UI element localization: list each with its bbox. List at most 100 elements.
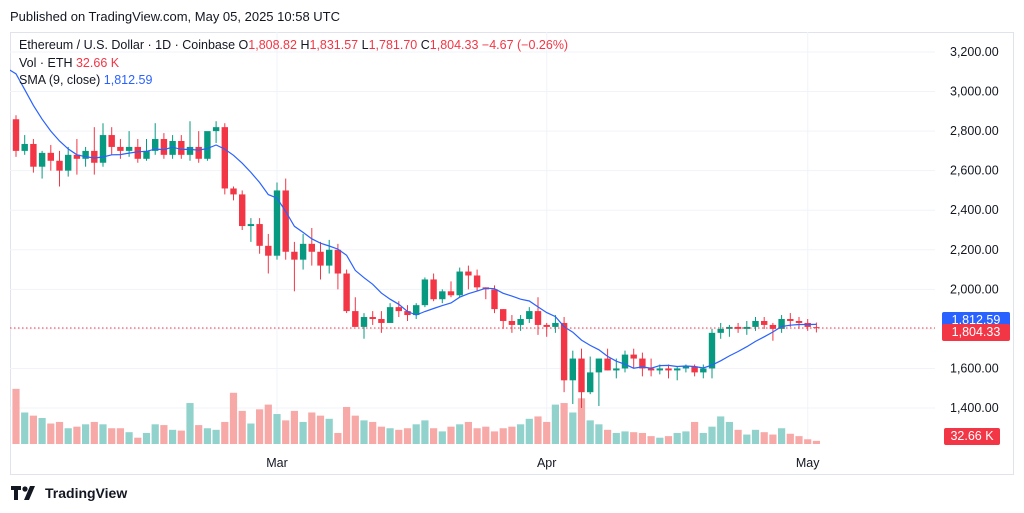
volume-bar bbox=[751, 429, 760, 444]
volume-bar bbox=[395, 429, 403, 444]
volume-bar bbox=[621, 431, 629, 444]
sma-line bbox=[10, 69, 817, 369]
candle-body bbox=[656, 368, 663, 371]
candle-body bbox=[21, 143, 28, 151]
candle-body bbox=[265, 245, 272, 256]
candle-body bbox=[178, 141, 185, 155]
volume-bar bbox=[203, 428, 211, 444]
candle-body bbox=[795, 320, 803, 323]
candle-body bbox=[73, 154, 81, 159]
volume-bar bbox=[334, 432, 342, 444]
candle-body bbox=[91, 150, 98, 163]
footer-brand[interactable]: TradingView bbox=[11, 485, 127, 501]
y-tick-label: 3,200.00 bbox=[950, 45, 999, 59]
candle-body bbox=[334, 249, 342, 274]
volume-bar bbox=[256, 409, 264, 444]
legend-sma-row: SMA (9, close) 1,812.59 bbox=[19, 72, 568, 90]
candle-body bbox=[621, 354, 629, 369]
volume-bar bbox=[804, 439, 812, 444]
x-tick-label: May bbox=[796, 456, 820, 470]
volume-bar bbox=[595, 424, 603, 444]
volume-bar bbox=[456, 424, 464, 444]
volume-bar bbox=[134, 437, 142, 444]
volume-bar bbox=[673, 432, 681, 444]
tradingview-wordmark: TradingView bbox=[45, 485, 128, 501]
candle-body bbox=[134, 146, 141, 159]
candle-body bbox=[360, 317, 368, 327]
candle-body bbox=[752, 320, 759, 327]
candle-body bbox=[256, 224, 263, 246]
candle-body bbox=[326, 249, 333, 266]
volume-bar bbox=[560, 403, 568, 444]
volume-bar bbox=[238, 410, 246, 444]
volume-bar bbox=[430, 428, 438, 444]
candle-body bbox=[230, 188, 237, 195]
published-caption: Published on TradingView.com, May 05, 20… bbox=[10, 9, 341, 24]
legend-close: 1,804.33 bbox=[429, 38, 479, 52]
volume-bar bbox=[490, 431, 499, 444]
candle-body bbox=[108, 135, 115, 147]
candle-body bbox=[247, 224, 255, 227]
volume-bar bbox=[812, 440, 820, 444]
candle-body bbox=[152, 139, 159, 151]
volume-bar bbox=[369, 421, 377, 444]
volume-bar bbox=[377, 426, 385, 444]
candle-body bbox=[726, 326, 733, 329]
candle-body bbox=[613, 368, 620, 371]
last-price-tag: 1,804.33 bbox=[942, 324, 1010, 342]
volume-bar bbox=[630, 432, 638, 444]
volume-bar bbox=[64, 428, 72, 444]
candle-body bbox=[500, 309, 507, 321]
volume-bar bbox=[569, 412, 577, 444]
candle-body bbox=[369, 317, 376, 319]
candle-body bbox=[604, 358, 611, 371]
volume-bar bbox=[778, 428, 786, 444]
volume-bar bbox=[82, 424, 90, 444]
volume-bar bbox=[525, 418, 533, 444]
legend-sma: 1,812.59 bbox=[103, 73, 153, 87]
candle-body bbox=[195, 146, 202, 159]
y-tick-label: 2,400.00 bbox=[950, 203, 999, 217]
candle-body bbox=[186, 146, 194, 155]
candle-body bbox=[630, 354, 637, 359]
candle-body bbox=[378, 319, 385, 323]
volume-bar bbox=[517, 424, 525, 444]
volume-bar bbox=[212, 429, 220, 444]
volume-bar bbox=[586, 420, 594, 444]
volume-bar bbox=[351, 415, 359, 444]
volume-bar bbox=[543, 421, 551, 444]
candle-body bbox=[517, 319, 524, 325]
volume-bar bbox=[760, 432, 768, 444]
price-chart[interactable]: 1,400.001,600.001,800.002,000.002,200.00… bbox=[10, 32, 1014, 475]
volume-bar bbox=[308, 412, 316, 444]
volume-bar bbox=[12, 388, 20, 444]
volume-bar bbox=[108, 428, 116, 444]
candle-body bbox=[508, 320, 516, 325]
volume-bar bbox=[325, 418, 333, 444]
legend-change: −4.67 (−0.26%) bbox=[481, 38, 569, 52]
volume-bar bbox=[160, 425, 168, 444]
candle-body bbox=[30, 143, 37, 167]
volume-bar bbox=[534, 416, 542, 444]
candle-body bbox=[317, 251, 324, 266]
volume-bar bbox=[38, 418, 46, 444]
volume-bar bbox=[55, 421, 64, 444]
volume-bar bbox=[221, 421, 229, 444]
candle-body bbox=[291, 251, 298, 260]
volume-bar bbox=[769, 434, 777, 444]
candle-body bbox=[404, 311, 411, 316]
volume-bar bbox=[343, 406, 351, 444]
volume-bar bbox=[508, 426, 516, 444]
volume-bar bbox=[604, 429, 612, 444]
y-tick-label: 1,600.00 bbox=[950, 361, 999, 375]
y-tick-label: 2,600.00 bbox=[950, 164, 999, 178]
candle-body bbox=[212, 127, 220, 132]
volume-bar bbox=[125, 432, 133, 444]
legend-close-label: C bbox=[420, 38, 430, 52]
candle-body bbox=[395, 307, 402, 312]
volume-bar bbox=[264, 404, 272, 444]
y-tick-label: 1,400.00 bbox=[950, 401, 999, 415]
tradingview-logo-icon bbox=[11, 486, 35, 500]
candle-body bbox=[143, 150, 150, 159]
volume-bar bbox=[743, 434, 751, 444]
